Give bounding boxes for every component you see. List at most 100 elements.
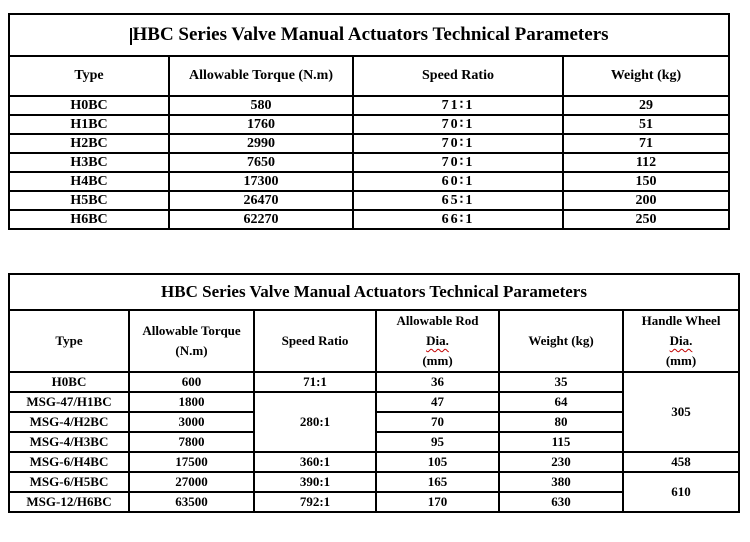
table-2-title-cell: HBC Series Valve Manual Actuators Techni… (7, 273, 741, 311)
spellcheck-underlined-word: Dia. (426, 333, 449, 348)
cell-speed-ratio: 70∶1 (352, 133, 564, 154)
t2-header-handle-line2: Dia. (626, 331, 736, 351)
table-2-row-msg4-h2bc: MSG-4/H2BC 3000 70 80 (8, 411, 739, 433)
table-1-actuator-parameters: HBC Series Valve Manual Actuators Techni… (7, 13, 731, 230)
cell-type: MSG-6/H5BC (8, 471, 130, 493)
cell-weight: 112 (561, 152, 731, 173)
cell-type: H3BC (8, 152, 170, 173)
cell-weight: 115 (498, 431, 624, 453)
cell-weight: 230 (498, 451, 624, 473)
cell-torque: 17500 (128, 451, 255, 473)
cell-torque: 3000 (128, 411, 255, 433)
cell-torque: 17300 (168, 171, 354, 192)
cell-handle-wheel-merged: 610 (621, 471, 741, 513)
t2-header-torque-line1: Allowable Torque (142, 323, 241, 338)
cell-rod-dia: 70 (375, 411, 500, 433)
cell-rod-dia: 165 (375, 471, 500, 493)
table-1-row-h0bc: H0BC 580 71∶1 29 (8, 95, 731, 116)
cell-type: MSG-47/H1BC (8, 391, 130, 413)
cell-weight: 200 (561, 190, 731, 211)
table-1-row-h6bc: H6BC 62270 66∶1 250 (8, 209, 731, 230)
table-2-row-msg4-h3bc: MSG-4/H3BC 7800 95 115 (8, 431, 739, 453)
cell-type: MSG-4/H3BC (8, 431, 130, 453)
table-1-row-h3bc: H3BC 7650 70∶1 112 (8, 152, 731, 173)
t2-header-rod-line3: (mm) (422, 353, 453, 368)
cell-torque: 600 (128, 371, 255, 393)
cell-handle-wheel-merged: 305 (621, 371, 741, 453)
cell-type: MSG-12/H6BC (8, 491, 130, 513)
cell-speed-ratio: 792:1 (253, 491, 377, 513)
table-1-row-h5bc: H5BC 26470 65∶1 200 (8, 190, 731, 211)
cell-torque: 27000 (128, 471, 255, 493)
cell-speed-ratio: 390:1 (253, 471, 377, 493)
table-2-title-row: HBC Series Valve Manual Actuators Techni… (7, 273, 741, 311)
cell-torque: 62270 (168, 209, 354, 230)
cell-type: H2BC (8, 133, 170, 154)
t1-header-type: Type (8, 55, 170, 97)
table-1-row-h2bc: H2BC 2990 70∶1 71 (8, 133, 731, 154)
spellcheck-underlined-word: Dia. (669, 333, 693, 348)
cell-torque: 63500 (128, 491, 255, 513)
table-2-row-msg6-h5bc: MSG-6/H5BC 27000 390:1 165 380 610 (8, 471, 741, 513)
table-1-row-h4bc: H4BC 17300 60∶1 150 (8, 171, 731, 192)
cell-rod-dia: 105 (375, 451, 500, 473)
table-1-header-row: Type Allowable Torque (N.m) Speed Ratio … (8, 55, 731, 97)
cell-weight: 64 (498, 391, 624, 413)
cell-weight: 150 (561, 171, 731, 192)
cell-type: H0BC (8, 371, 130, 393)
t1-header-speed-ratio: Speed Ratio (352, 55, 564, 97)
cell-type: MSG-4/H2BC (8, 411, 130, 433)
cell-speed-ratio: 71∶1 (352, 95, 564, 116)
table-2-actuator-parameters: HBC Series Valve Manual Actuators Techni… (7, 273, 741, 513)
cell-speed-ratio: 70∶1 (352, 114, 564, 135)
t1-header-torque: Allowable Torque (N.m) (168, 55, 354, 97)
cell-rod-dia: 95 (375, 431, 500, 453)
cell-handle-wheel: 458 (621, 451, 741, 473)
cell-torque: 1760 (168, 114, 354, 135)
cell-weight: 250 (561, 209, 731, 230)
table-2-row-msg47-h1bc: MSG-47/H1BC 1800 280:1 47 64 (8, 391, 739, 453)
t2-header-speed-ratio: Speed Ratio (253, 309, 377, 373)
t2-header-handle-wheel: Handle Wheel Dia. (mm) (621, 309, 741, 373)
table-2-row-h0bc: H0BC 600 71:1 36 35 305 (8, 371, 741, 453)
t2-header-torque-line2: (N.m) (175, 343, 208, 358)
cell-type: MSG-6/H4BC (8, 451, 130, 473)
cell-speed-ratio: 71:1 (253, 371, 377, 393)
cell-speed-ratio: 70∶1 (352, 152, 564, 173)
t2-header-rod-dia: Allowable Rod Dia. (mm) (375, 309, 500, 373)
t2-header-rod-line1: Allowable Rod (396, 313, 479, 328)
t2-header-type: Type (8, 309, 130, 373)
cell-type: H4BC (8, 171, 170, 192)
cell-torque: 26470 (168, 190, 354, 211)
cell-weight: 35 (498, 371, 624, 393)
cell-torque: 2990 (168, 133, 354, 154)
t2-header-rod-line2: Dia. (379, 331, 496, 351)
cell-speed-ratio: 66∶1 (352, 209, 564, 230)
cell-speed-ratio: 65∶1 (352, 190, 564, 211)
cell-weight: 51 (561, 114, 731, 135)
table-1-title-row: HBC Series Valve Manual Actuators Techni… (7, 13, 731, 57)
table-2-row-msg12-h6bc: MSG-12/H6BC 63500 792:1 170 630 (8, 491, 739, 513)
cell-weight: 71 (561, 133, 731, 154)
table-1-title-cell: HBC Series Valve Manual Actuators Techni… (7, 13, 731, 57)
t2-header-torque: Allowable Torque (N.m) (128, 309, 255, 373)
cell-speed-ratio-merged: 280:1 (253, 391, 377, 453)
table-2-row-msg6-h4bc: MSG-6/H4BC 17500 360:1 105 230 458 (8, 451, 741, 473)
cell-type: H5BC (8, 190, 170, 211)
cell-rod-dia: 170 (375, 491, 500, 513)
cell-rod-dia: 36 (375, 371, 500, 393)
cell-weight: 29 (561, 95, 731, 116)
cell-torque: 7650 (168, 152, 354, 173)
cell-torque: 7800 (128, 431, 255, 453)
table-1-title: HBC Series Valve Manual Actuators Techni… (132, 24, 609, 45)
text-cursor (129, 28, 132, 45)
cell-torque: 1800 (128, 391, 255, 413)
t1-header-weight: Weight (kg) (561, 55, 731, 97)
cell-torque: 580 (168, 95, 354, 116)
cell-speed-ratio: 60∶1 (352, 171, 564, 192)
cell-weight: 380 (498, 471, 624, 493)
cell-type: H0BC (8, 95, 170, 116)
cell-weight: 80 (498, 411, 624, 433)
cell-type: H1BC (8, 114, 170, 135)
table-2-title: HBC Series Valve Manual Actuators Techni… (161, 282, 587, 301)
